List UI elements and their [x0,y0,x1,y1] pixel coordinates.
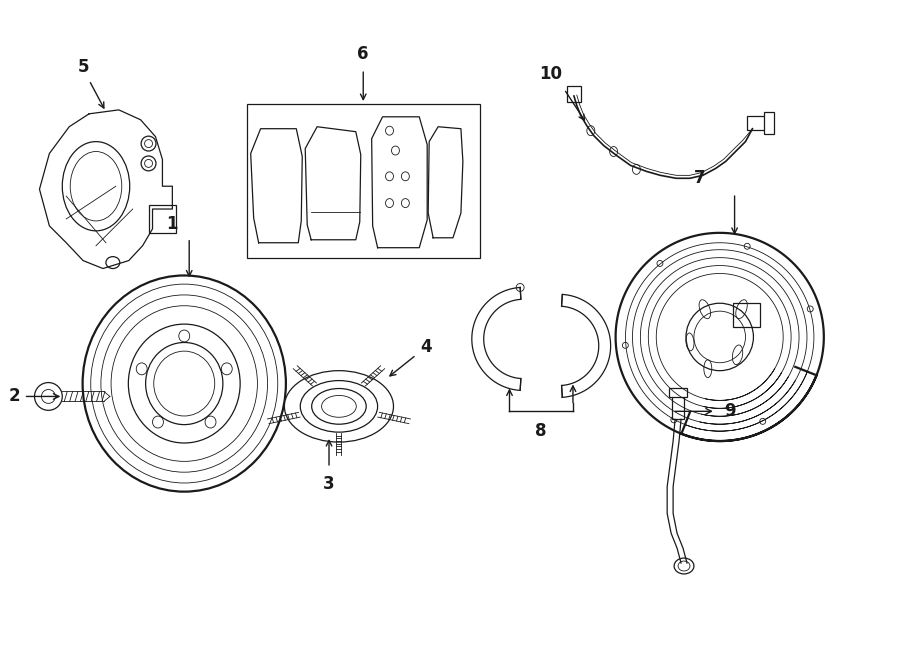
Ellipse shape [141,156,156,171]
Text: 7: 7 [694,169,706,187]
Bar [672,395,684,419]
Bar [748,116,773,130]
Circle shape [517,283,524,291]
Text: 9: 9 [724,402,735,420]
Text: 2: 2 [9,387,21,405]
Bar [247,104,480,258]
Bar [764,112,774,134]
Ellipse shape [284,371,393,442]
Bar [669,387,687,397]
Ellipse shape [141,136,156,151]
Ellipse shape [587,126,595,136]
Text: 3: 3 [323,475,335,493]
Bar [148,205,176,233]
Text: 5: 5 [77,58,89,76]
Text: 10: 10 [540,65,562,83]
Text: 6: 6 [357,45,369,64]
Ellipse shape [311,389,366,424]
Ellipse shape [106,257,120,269]
Ellipse shape [633,164,641,174]
Text: 8: 8 [536,422,547,440]
Ellipse shape [34,383,62,410]
Ellipse shape [609,146,617,156]
Text: 1: 1 [166,215,178,233]
Text: 4: 4 [420,338,432,356]
Bar [733,303,760,327]
Ellipse shape [301,381,378,432]
Ellipse shape [674,558,694,574]
Bar [567,86,580,102]
